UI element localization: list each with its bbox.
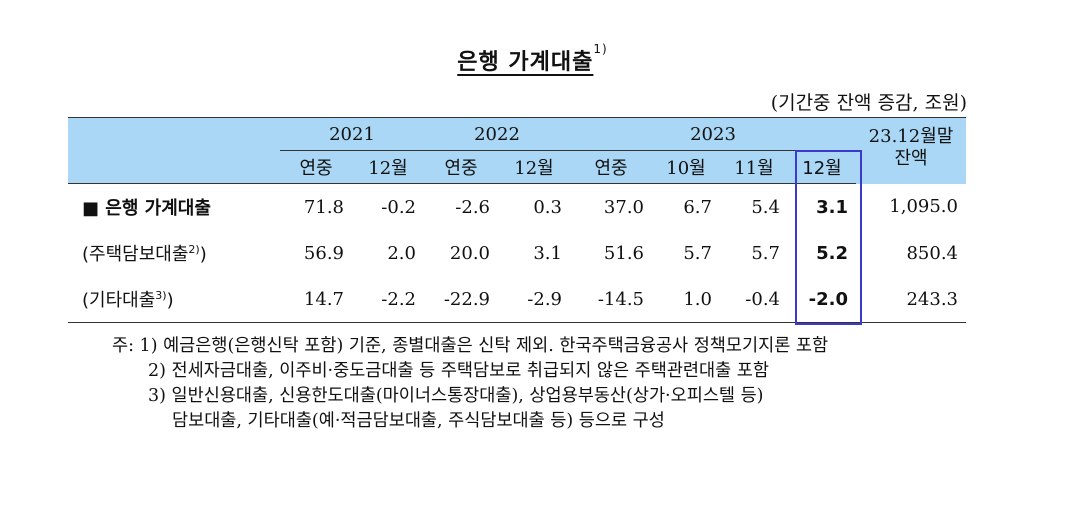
row-label: (기타대출3)) bbox=[68, 276, 280, 323]
header-year-2021: 2021 bbox=[280, 117, 424, 151]
header-balance: 23.12월말 잔액 bbox=[856, 117, 966, 184]
header-balance-date: 23.12월말 bbox=[868, 126, 954, 147]
cell: 6.7 bbox=[683, 196, 712, 218]
cell: 51.6 bbox=[603, 242, 644, 264]
cell: -0.2 bbox=[381, 196, 416, 218]
footnote-3-cont: 담보대출, 기타대출(예·적금담보대출, 주식담보대출 등) 등으로 구성 bbox=[172, 411, 665, 431]
header-sub: 12월 bbox=[498, 150, 570, 184]
cell: 243.3 bbox=[856, 276, 966, 323]
cell: -0.4 bbox=[720, 276, 788, 323]
cell: 2.0 bbox=[387, 242, 416, 264]
title-text: 은행 가계대출 bbox=[457, 50, 594, 75]
cell: -22.9 bbox=[424, 276, 498, 323]
header-sub: 10월 bbox=[652, 150, 720, 184]
cell: 71.8 bbox=[303, 196, 344, 218]
cell: 1,095.0 bbox=[889, 196, 958, 218]
row-label: ■ 은행 가계대출 bbox=[82, 198, 211, 219]
header-blank bbox=[68, 117, 280, 151]
footnote-2: 2) 전세자금대출, 이주비·중도금대출 등 주택담보로 취급되지 않은 주택관… bbox=[148, 361, 769, 381]
cell: 3.1 bbox=[533, 242, 562, 264]
footnotes: 주: 1) 예금은행(은행신탁 포함) 기준, 종별대출은 신탁 제외. 한국주… bbox=[112, 334, 828, 434]
table-row: (기타대출3)) 14.7 -2.2 -22.9 -2.9 -14.5 1.0 … bbox=[68, 276, 966, 323]
cell: -2.2 bbox=[352, 276, 424, 323]
cell: 14.7 bbox=[280, 276, 352, 323]
header-blank-2 bbox=[68, 150, 280, 184]
cell: 0.3 bbox=[533, 196, 562, 218]
cell-highlight: 5.2 bbox=[816, 242, 848, 264]
header-sub: 연중 bbox=[424, 150, 498, 184]
header-year-2023: 2023 bbox=[570, 117, 856, 151]
cell: 5.7 bbox=[751, 242, 780, 264]
cell: 5.7 bbox=[683, 242, 712, 264]
title-footnote-mark: 1) bbox=[593, 42, 608, 56]
table-row: (주택담보대출2)) 56.9 2.0 20.0 3.1 51.6 5.7 5.… bbox=[68, 230, 966, 276]
header-sub: 12월 bbox=[352, 150, 424, 184]
table-title: 은행 가계대출1) bbox=[0, 42, 1065, 76]
cell-highlight: 3.1 bbox=[816, 196, 848, 218]
cell: 850.4 bbox=[906, 242, 958, 264]
cell: -2.9 bbox=[498, 276, 570, 323]
header-balance-sub: 잔액 bbox=[894, 148, 928, 169]
header-sub: 11월 bbox=[720, 150, 788, 184]
footnote-3: 3) 일반신용대출, 신용한도대출(마이너스통장대출), 상업용부동산(상가·오… bbox=[148, 386, 764, 406]
header-sub: 연중 bbox=[280, 150, 352, 184]
header-sub: 연중 bbox=[570, 150, 652, 184]
unit-label: (기간중 잔액 증감, 조원) bbox=[770, 92, 967, 114]
cell: 56.9 bbox=[303, 242, 344, 264]
cell-highlight: -2.0 bbox=[788, 276, 856, 323]
row-label: (주택담보대출2)) bbox=[82, 243, 207, 265]
header-year-2022: 2022 bbox=[424, 117, 570, 151]
cell: 20.0 bbox=[449, 242, 490, 264]
header-sub-highlight: 12월 bbox=[788, 150, 856, 184]
cell: -14.5 bbox=[570, 276, 652, 323]
cell: 1.0 bbox=[652, 276, 720, 323]
cell: 37.0 bbox=[603, 196, 644, 218]
loan-table: 2021 2022 2023 23.12월말 잔액 연중 12월 연중 12월 … bbox=[68, 117, 966, 323]
footnote-1: 주: 1) 예금은행(은행신탁 포함) 기준, 종별대출은 신탁 제외. 한국주… bbox=[112, 336, 829, 356]
cell: 5.4 bbox=[751, 196, 780, 218]
cell: -2.6 bbox=[455, 196, 490, 218]
table-row: ■ 은행 가계대출 71.8 -0.2 -2.6 0.3 37.0 6.7 5.… bbox=[68, 184, 966, 231]
